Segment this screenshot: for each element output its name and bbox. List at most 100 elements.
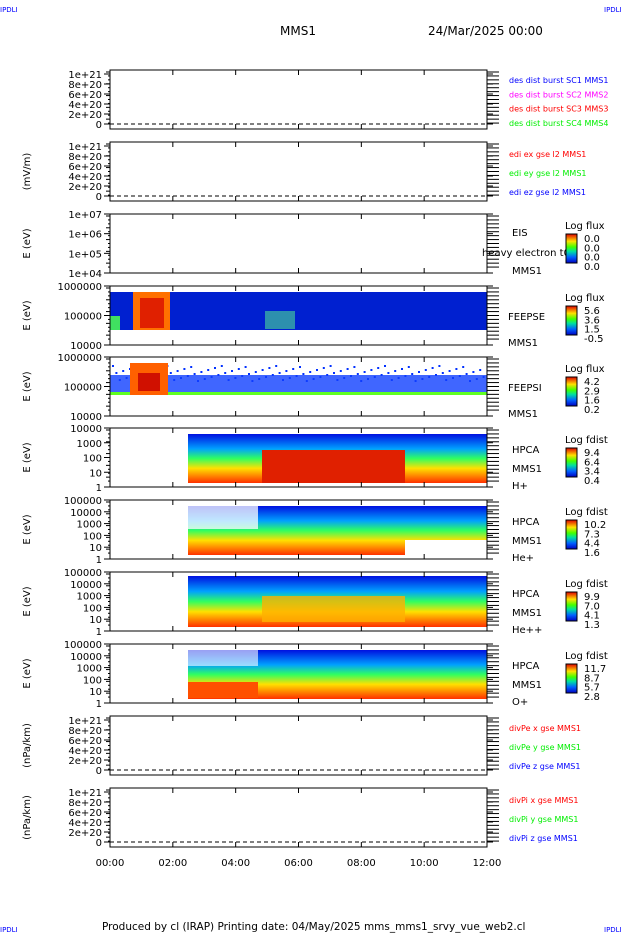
spectrogram-dot	[479, 369, 482, 371]
y-tick-label: 1000000	[57, 282, 102, 293]
y-tick-label: 4e+20	[68, 746, 102, 757]
colorbar-tick-label: 0.0	[584, 262, 600, 273]
colorbar	[565, 305, 578, 336]
legend-entry: des dist burst SC4 MMS4	[509, 119, 608, 128]
y-tick-label: 6e+20	[68, 736, 102, 747]
spectrogram-dot	[448, 370, 451, 372]
spectrogram-gap	[405, 540, 487, 556]
colorbar-tick-label: 5.7	[584, 683, 600, 694]
colorbar-tick-label: 5.6	[584, 306, 600, 317]
y-tick-label: 2e+20	[68, 828, 102, 839]
y-tick-label: 1000	[77, 520, 102, 531]
spectrogram-band	[110, 316, 120, 330]
spectrogram-dot	[329, 365, 332, 367]
y-tick-label: 2e+20	[68, 756, 102, 767]
colorbar	[565, 447, 578, 478]
y-tick-label: 1e+04	[68, 269, 102, 280]
instrument-label: EIS	[512, 228, 528, 239]
spectrogram-dot	[292, 368, 295, 370]
y-tick-label: 1e+05	[68, 249, 102, 260]
colorbar-title: Log flux	[565, 221, 605, 232]
y-tick-label: 10000	[70, 508, 102, 519]
spectrogram-dot	[465, 373, 468, 375]
spectrogram-dot	[472, 371, 475, 373]
panel-frame	[109, 787, 488, 848]
spectrogram-band	[110, 375, 487, 393]
y-tick-label: 2e+20	[68, 182, 102, 193]
spectrogram-dot	[302, 373, 305, 375]
panel-frame	[109, 141, 488, 202]
colorbar	[565, 376, 578, 407]
instrument-label: HPCA	[512, 517, 540, 528]
y-tick-label: 4e+20	[68, 172, 102, 183]
instrument-label: MMS1	[512, 266, 542, 277]
y-tick-label: 0	[96, 838, 102, 849]
y-tick-label: 1000000	[57, 353, 102, 364]
spectrogram-dot	[387, 372, 390, 374]
x-tick-label: 04:00	[221, 858, 250, 869]
colorbar-tick-label: 6.4	[584, 457, 600, 468]
instrument-label: H+	[512, 481, 528, 492]
colorbar-tick-label: 1.5	[584, 325, 600, 336]
spectrogram-dot	[333, 372, 335, 374]
spectrogram-dot	[268, 367, 271, 369]
colorbar-tick-label: -0.5	[584, 334, 604, 345]
y-tick-label: 0	[96, 192, 102, 203]
y-tick-label: 10000	[70, 424, 102, 435]
spectrogram-dot	[231, 370, 233, 372]
colorbar-title: Log fdist	[565, 507, 608, 518]
spectrogram-band	[110, 292, 487, 330]
y-tick-label: 10	[89, 543, 102, 554]
y-tick-label: 4e+20	[68, 100, 102, 111]
y-tick-label: 10000	[70, 341, 102, 352]
y-axis-label: E (eV)	[22, 658, 33, 688]
y-tick-label: 1e+21	[68, 70, 102, 81]
spectrogram-burst	[140, 298, 164, 328]
colorbar	[565, 663, 578, 694]
y-tick-label: 100000	[64, 496, 102, 507]
y-tick-label: 100	[83, 531, 102, 542]
y-tick-label: 0	[96, 120, 102, 131]
legend-entry: des dist burst SC1 MMS1	[509, 76, 608, 85]
colorbar	[565, 233, 578, 264]
spectrogram-dot	[455, 368, 458, 370]
y-tick-label: 6e+20	[68, 162, 102, 173]
instrument-label: MMS1	[508, 409, 538, 420]
instrument-label: HPCA	[512, 661, 540, 672]
legend-entry: edi ey gse l2 MMS1	[509, 169, 587, 178]
y-tick-label: 1	[96, 627, 102, 638]
y-tick-label: 0	[96, 766, 102, 777]
spectrogram-line	[110, 392, 487, 395]
spectrogram-region	[262, 450, 405, 483]
y-tick-label: 4e+20	[68, 818, 102, 829]
y-tick-label: 100000	[64, 312, 102, 323]
colorbar-tick-label: 7.3	[584, 529, 600, 540]
colorbar-tick-label: 9.9	[584, 592, 600, 603]
legend-entry: des dist burst SC2 MMS2	[509, 90, 608, 99]
instrument-label: MMS1	[512, 464, 542, 475]
spectrogram-dot	[115, 372, 118, 374]
spectrogram-dot	[254, 371, 257, 373]
spectrogram-dot	[384, 365, 386, 367]
y-tick-label: 8e+20	[68, 798, 102, 809]
x-tick-label: 00:00	[96, 858, 125, 869]
spectrogram-dot	[394, 370, 397, 372]
y-axis-label: (nPa/km)	[22, 795, 33, 840]
y-tick-label: 8e+20	[68, 152, 102, 163]
y-tick-label: 100	[83, 675, 102, 686]
y-tick-label: 1	[96, 555, 102, 566]
y-tick-label: 1e+07	[68, 210, 102, 221]
y-tick-label: 8e+20	[68, 726, 102, 737]
y-axis-label: E (eV)	[22, 300, 33, 330]
colorbar-title: Log fdist	[565, 651, 608, 662]
spectrogram-dot	[169, 372, 172, 374]
y-tick-label: 10000	[70, 580, 102, 591]
spectrogram-band	[265, 311, 295, 329]
panel-5: 1000000 100000 10000 E (eV) FEEPSI MMS1 Log fl…	[22, 353, 605, 423]
legend-entry: divPe x gse MMS1	[509, 724, 581, 733]
